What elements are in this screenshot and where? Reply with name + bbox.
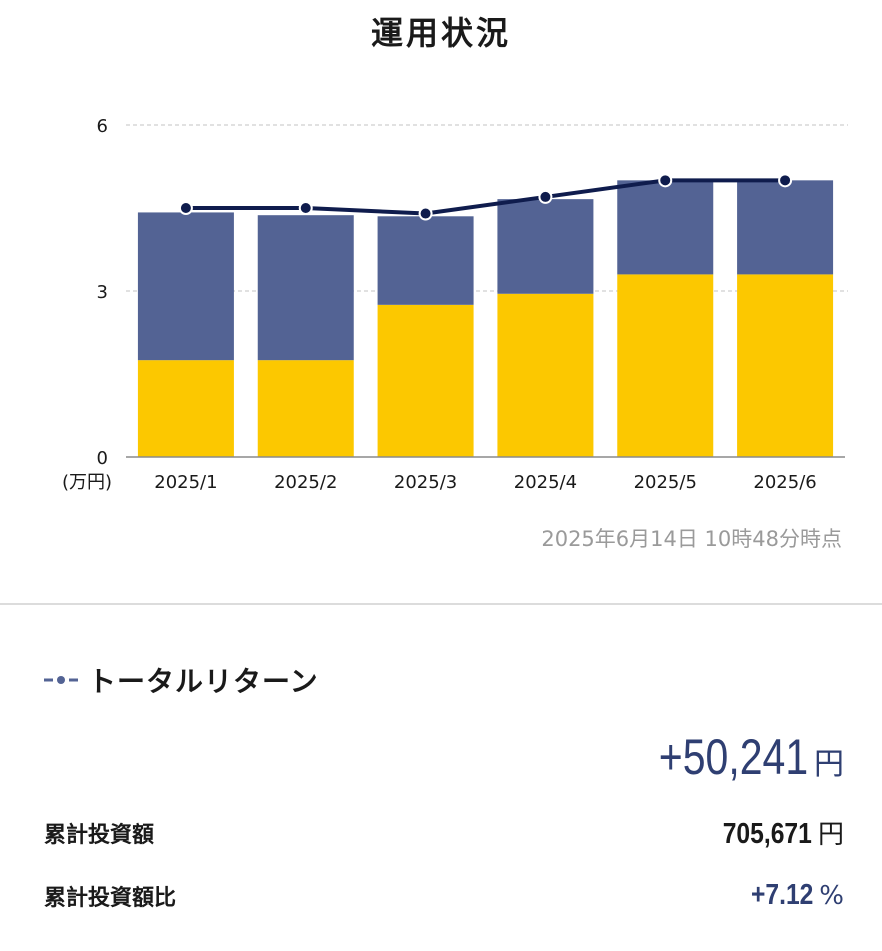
bar-segment-bottom xyxy=(257,360,354,457)
chart-axes: 0 3 6 2025/1 2025/2 2025/3 2025/4 2025/5 2025/6 (… xyxy=(62,116,845,493)
bar-segment-top xyxy=(137,212,234,361)
line-point xyxy=(298,201,313,215)
bar-segment-top xyxy=(737,180,834,275)
asset-chart: 0 3 6 2025/1 2025/2 2025/3 2025/4 2025/5 2025/6 (… xyxy=(62,116,848,493)
y-tick-label: 6 xyxy=(97,116,108,137)
y-tick-label: 0 xyxy=(97,448,108,469)
cumulative-investment-unit: 円 xyxy=(817,820,844,850)
total-return-unit: 円 xyxy=(814,747,844,782)
cumulative-investment-label: 累計投資額 xyxy=(44,822,155,848)
cumulative-investment-row: 累計投資額 705,671 円 xyxy=(44,814,844,851)
x-tick-label: 2025/5 xyxy=(634,472,697,493)
bar-segment-top xyxy=(497,199,594,294)
page-title: 運用状況 xyxy=(370,14,511,52)
total-return-amount: +50,241 xyxy=(658,729,808,785)
y-axis-unit-label: (万円) xyxy=(62,472,112,493)
total-return-value: +50,241 円 xyxy=(626,728,844,786)
bar-segment-bottom xyxy=(377,304,474,457)
investment-ratio-value: +7.12 % xyxy=(740,879,844,912)
line-point xyxy=(418,206,433,221)
total-return-header: トータルリターン xyxy=(42,660,319,700)
bar-segment-top xyxy=(617,180,714,275)
cumulative-investment-value: 705,671 円 xyxy=(707,814,844,851)
bar-segment-bottom xyxy=(497,293,594,457)
y-tick-label: 3 xyxy=(97,282,108,303)
bar-segment-bottom xyxy=(617,274,714,457)
dashed-dot-line-icon xyxy=(44,676,78,684)
x-tick-label: 2025/3 xyxy=(394,472,457,493)
as-of-timestamp: 2025年6月14日 10時48分時点 xyxy=(541,527,842,551)
total-return-line xyxy=(185,178,786,216)
x-tick-label: 2025/1 xyxy=(154,472,217,493)
line-point xyxy=(178,201,193,215)
bar-segment-bottom xyxy=(737,274,834,457)
line-point xyxy=(778,173,793,188)
investment-ratio-row: 累計投資額比 +7.12 % xyxy=(44,879,844,912)
chart-bars xyxy=(137,180,834,457)
line-point xyxy=(658,173,673,188)
x-tick-label: 2025/2 xyxy=(274,472,337,493)
chart-line xyxy=(178,173,793,221)
chart-gridlines xyxy=(126,124,848,292)
investment-ratio-amount: +7.12 xyxy=(750,879,814,911)
x-tick-label: 2025/6 xyxy=(753,472,816,493)
cumulative-investment-amount: 705,671 xyxy=(722,818,812,850)
x-tick-label: 2025/4 xyxy=(514,472,577,493)
bar-segment-top xyxy=(257,215,354,361)
investment-ratio-label: 累計投資額比 xyxy=(44,885,177,911)
line-point xyxy=(538,189,553,204)
bar-segment-top xyxy=(377,216,474,305)
bar-segment-bottom xyxy=(137,360,234,457)
section-divider xyxy=(0,603,882,605)
investment-ratio-unit: % xyxy=(819,881,844,911)
total-return-label: トータルリターン xyxy=(88,665,319,698)
